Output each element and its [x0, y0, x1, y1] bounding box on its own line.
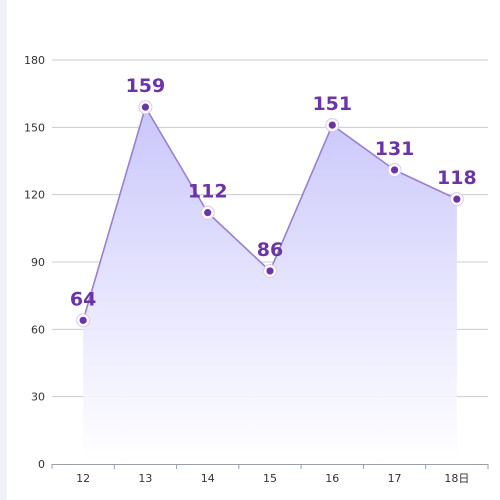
- data-point: [266, 267, 274, 275]
- series-area-fill: [83, 107, 457, 464]
- data-point: [390, 166, 399, 174]
- data-label: 131: [375, 138, 415, 160]
- data-label: 159: [126, 75, 166, 97]
- x-axis: 12 13 14 15 16 17 18日: [51, 464, 489, 485]
- x-tick-label: 15: [263, 472, 277, 485]
- series-area: [82, 106, 458, 464]
- y-tick-label: 60: [31, 323, 45, 336]
- data-label: 151: [312, 93, 352, 115]
- y-tick-label: 0: [38, 458, 45, 471]
- x-tick-label: 17: [388, 472, 402, 485]
- data-point: [453, 195, 461, 203]
- data-points: [76, 100, 464, 328]
- x-tick-label: 16: [325, 472, 339, 485]
- data-label: 86: [257, 239, 283, 261]
- data-point: [204, 209, 212, 217]
- y-tick-label: 180: [24, 54, 45, 67]
- y-axis: 0 30 60 90 120 150 180: [24, 54, 45, 471]
- y-tick-label: 90: [31, 256, 45, 269]
- data-point: [79, 316, 87, 324]
- x-tick-label: 13: [138, 472, 152, 485]
- data-label: 112: [188, 181, 228, 203]
- x-tick-label: 18日: [444, 472, 469, 485]
- y-tick-label: 120: [24, 189, 45, 202]
- left-edge-strip: [0, 0, 7, 500]
- data-labels: 64 159 112 86 151 131 118: [70, 75, 477, 310]
- data-label: 64: [70, 288, 96, 310]
- data-point: [141, 103, 150, 111]
- x-tick-label: 14: [201, 472, 215, 485]
- y-tick-label: 150: [24, 121, 45, 134]
- x-tick-label: 12: [76, 472, 90, 485]
- data-point: [328, 121, 336, 129]
- data-label: 118: [437, 167, 477, 189]
- y-tick-label: 30: [31, 391, 45, 404]
